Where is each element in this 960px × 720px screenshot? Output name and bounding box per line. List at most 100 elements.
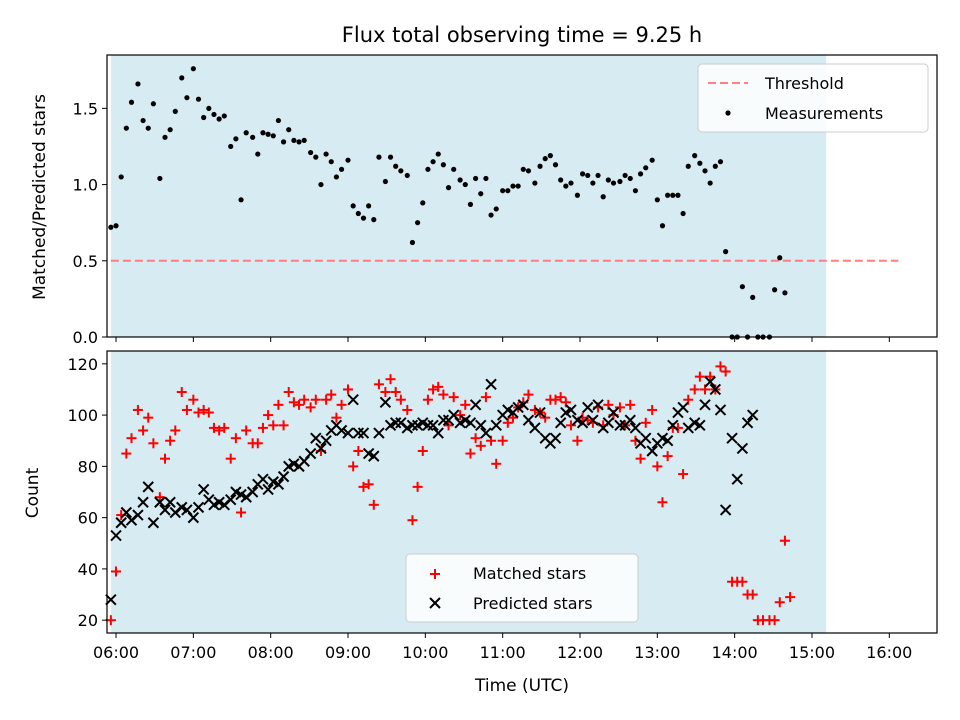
predicted-star-point <box>576 417 589 429</box>
measurement-point <box>500 188 506 194</box>
matched-star-point <box>252 438 263 449</box>
predicted-star-point <box>592 399 604 411</box>
measurement-point <box>108 224 114 230</box>
predicted-star-point <box>629 422 642 434</box>
legend-box <box>697 63 929 133</box>
measurement-point <box>280 139 287 145</box>
predicted-star-point <box>602 417 615 429</box>
predicted-star-point <box>304 447 317 460</box>
measurement-point <box>525 168 532 174</box>
matched-star-point <box>380 387 391 398</box>
predicted-star-point <box>719 504 732 516</box>
measurement-point <box>250 134 256 140</box>
predicted-star-point <box>614 419 626 432</box>
measurement-point <box>542 156 548 162</box>
matched-star-point <box>236 507 247 518</box>
matched-star-point <box>138 425 149 436</box>
matched-star-point <box>438 389 449 400</box>
measurement-point <box>167 127 173 133</box>
measurement-point <box>488 212 494 218</box>
matched-star-point <box>565 420 576 431</box>
measurement-point <box>211 111 217 118</box>
measurement-point <box>216 116 222 122</box>
bottom-y-axis-label: Count <box>23 467 43 518</box>
predicted-star-point <box>422 419 434 432</box>
measurement-point <box>308 149 314 156</box>
matched-star-point <box>148 438 159 449</box>
measurement-point <box>675 192 681 198</box>
matched-star-point <box>336 399 347 410</box>
measurement-point <box>128 99 135 105</box>
predicted-star-point <box>187 511 200 524</box>
matched-star-point <box>257 422 268 433</box>
y-tick-label: 60 <box>78 509 98 528</box>
matched-star-point <box>278 420 289 431</box>
matched-star-point <box>159 453 170 464</box>
x-axis-label: Time (UTC) <box>474 676 569 696</box>
measurement-point <box>707 180 713 186</box>
measurement-point <box>680 210 686 217</box>
matched-star-point <box>614 402 625 413</box>
measurement-point <box>255 151 261 157</box>
measurement-point <box>113 223 119 229</box>
predicted-star-point <box>667 419 679 432</box>
measurement-point <box>712 163 718 169</box>
y-tick-label: 20 <box>78 611 98 630</box>
y-tick-label: 0.5 <box>73 252 98 271</box>
predicted-star-point <box>640 432 652 444</box>
predicted-star-point <box>164 496 176 508</box>
measurement-point <box>558 177 564 183</box>
measurement-point <box>435 151 441 157</box>
y-tick-label: 1.5 <box>73 99 98 118</box>
predicted-star-point <box>120 506 133 519</box>
y-tick-label: 1.0 <box>73 176 98 195</box>
measurement-point <box>739 284 745 290</box>
matched-star-point <box>132 404 143 415</box>
predicted-star-point <box>389 417 402 429</box>
predicted-star-point <box>159 504 171 516</box>
measurement-point <box>184 95 190 101</box>
legend-measurement-swatch <box>725 110 731 116</box>
measurement-point <box>670 192 676 198</box>
measurement-point <box>195 96 202 102</box>
measurement-point <box>179 75 185 81</box>
matched-star-point <box>737 576 748 587</box>
x-tick-label: 11:00 <box>480 643 526 662</box>
matched-star-point <box>165 435 176 446</box>
measurement-point <box>301 137 307 143</box>
matched-star-point <box>176 387 187 398</box>
predicted-star-point <box>154 496 166 508</box>
matched-star-point <box>214 425 225 436</box>
predicted-star-point <box>607 406 620 419</box>
predicted-star-point <box>379 396 392 408</box>
matched-star-point <box>433 381 444 392</box>
predicted-star-point <box>587 414 599 426</box>
measurement-point <box>415 220 421 226</box>
matched-star-point <box>402 404 413 415</box>
matched-star-point <box>417 445 428 456</box>
predicted-star-point <box>246 486 259 498</box>
predicted-star-point <box>320 435 332 447</box>
legend-threshold-label: Threshold <box>764 74 844 93</box>
matched-star-point <box>198 404 209 415</box>
predicted-star-point <box>480 427 492 439</box>
measurement-point <box>270 133 276 139</box>
x-tick-label: 08:00 <box>248 643 294 662</box>
measurement-point <box>409 239 416 246</box>
bottom-axes-frame <box>106 350 938 634</box>
matched-star-point <box>326 389 337 400</box>
matched-star-point <box>121 448 132 459</box>
matched-star-point <box>635 453 646 464</box>
y-tick-label: 0.0 <box>73 328 98 347</box>
y-tick-label: 80 <box>78 457 98 476</box>
legend-measurement-label: Measurements <box>765 104 883 123</box>
matched-star-point <box>540 412 551 423</box>
measurement-point <box>286 127 292 133</box>
predicted-star-point <box>437 414 450 426</box>
measurement-point <box>318 181 324 188</box>
predicted-star-point <box>315 442 327 455</box>
predicted-star-point <box>357 427 370 439</box>
legend-matched-swatch <box>430 569 440 579</box>
measurement-point <box>457 177 463 183</box>
y-tick-label: 40 <box>78 560 98 579</box>
